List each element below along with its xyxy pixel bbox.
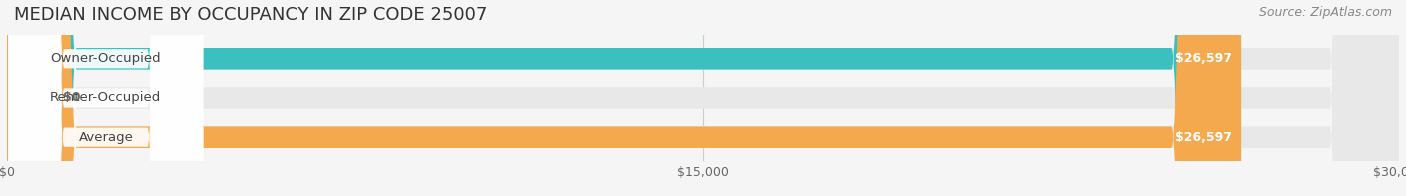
Text: $26,597: $26,597 [1175, 131, 1232, 144]
FancyBboxPatch shape [7, 0, 1399, 196]
Text: Renter-Occupied: Renter-Occupied [51, 92, 162, 104]
Text: $0: $0 [63, 92, 80, 104]
FancyBboxPatch shape [7, 0, 1399, 196]
FancyBboxPatch shape [7, 0, 1241, 196]
Text: MEDIAN INCOME BY OCCUPANCY IN ZIP CODE 25007: MEDIAN INCOME BY OCCUPANCY IN ZIP CODE 2… [14, 6, 488, 24]
FancyBboxPatch shape [7, 0, 1241, 196]
Text: Owner-Occupied: Owner-Occupied [51, 52, 162, 65]
FancyBboxPatch shape [8, 0, 204, 196]
Text: Average: Average [79, 131, 134, 144]
FancyBboxPatch shape [7, 0, 1399, 196]
FancyBboxPatch shape [8, 0, 204, 196]
Text: $26,597: $26,597 [1175, 52, 1232, 65]
FancyBboxPatch shape [8, 0, 204, 196]
Text: Source: ZipAtlas.com: Source: ZipAtlas.com [1258, 6, 1392, 19]
FancyBboxPatch shape [7, 0, 39, 196]
